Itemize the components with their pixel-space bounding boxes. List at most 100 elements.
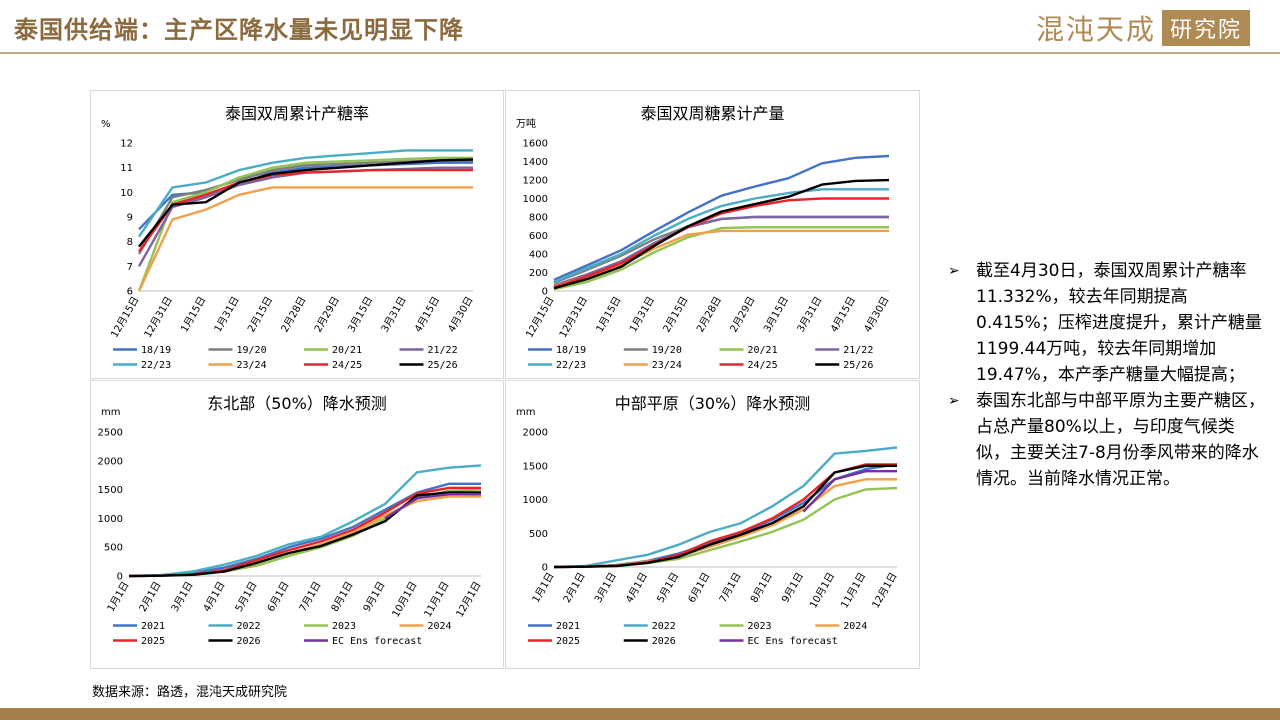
y-tick-label: 500 (104, 543, 123, 554)
series-line (553, 178, 890, 290)
y-tick-label: 9 (127, 213, 133, 224)
y-tick-label: 1600 (523, 139, 548, 150)
legend-label: 2026 (237, 636, 261, 647)
x-tick-label: 3月31日 (795, 295, 825, 335)
series-line (384, 492, 481, 520)
x-tick-label: 1月31日 (627, 295, 657, 335)
series-line (137, 186, 473, 292)
note-item: ➢ 截至4月30日，泰国双周累计产糖率11.332%，较去年同期提高0.415%… (948, 258, 1268, 388)
legend-label: 2021 (556, 621, 580, 632)
series-line (553, 197, 889, 289)
bullet-arrow-icon: ➢ (948, 263, 960, 279)
x-tick-label: 1月15日 (178, 295, 208, 335)
legend-label: 24/25 (332, 360, 362, 371)
legend-label: 2022 (652, 621, 676, 632)
x-tick-label: 3月1日 (592, 571, 619, 605)
series-line (137, 156, 473, 292)
legend-label: 25/26 (843, 360, 873, 371)
logo-text: 混沌天成 (1035, 13, 1156, 46)
x-tick-label: 5月1日 (655, 571, 682, 605)
x-tick-label: 1月1日 (105, 580, 132, 614)
x-tick-label: 1月31日 (212, 295, 242, 335)
legend-label: 20/21 (332, 345, 362, 356)
series-line (138, 168, 473, 253)
series-line (553, 225, 889, 291)
x-tick-label: 8月1日 (329, 580, 356, 614)
y-tick-label: 2000 (98, 456, 123, 467)
y-tick-label: 0 (542, 563, 548, 574)
legend-label: 23/24 (237, 360, 267, 371)
y-tick-label: 1000 (523, 495, 548, 506)
legend-label: 18/19 (141, 345, 171, 356)
chart-title: 中部平原（30%）降水预测 (615, 394, 811, 413)
legend-label: 22/23 (556, 360, 586, 371)
legend-label: 19/20 (652, 345, 682, 356)
legend-label: 2025 (556, 636, 580, 647)
x-tick-label: 2月1日 (561, 571, 588, 605)
x-tick-label: 12月15日 (108, 295, 141, 340)
x-tick-label: 3月15日 (345, 295, 375, 335)
series-line (553, 154, 890, 281)
x-tick-label: 2月15日 (661, 295, 691, 335)
x-tick-label: 1月1日 (530, 571, 557, 605)
x-tick-label: 2月29日 (728, 295, 758, 335)
note-text: 截至4月30日，泰国双周累计产糖率11.332%，较去年同期提高0.415%；压… (976, 261, 1262, 385)
y-tick-label: 2000 (523, 428, 548, 439)
x-tick-label: 10月1日 (390, 580, 420, 620)
y-unit: mm (101, 407, 120, 418)
y-tick-label: 11 (120, 163, 133, 174)
chart-svg: 泰国双周累计产糖率% 6 7 8 9 10 11 12 12月15日 12月31日 1月15日 1月3… (101, 104, 476, 371)
x-tick-label: 6月1日 (265, 580, 292, 614)
series-line (553, 215, 889, 287)
legend-label: 2022 (237, 621, 261, 632)
legend-label: 18/19 (556, 345, 586, 356)
legend-label: 20/21 (748, 345, 778, 356)
note-item: ➢ 泰国东北部与中部平原为主要产糖区，占总产量80%以上，与印度气候类似，主要关… (948, 388, 1268, 492)
y-tick-label: 1500 (98, 485, 123, 496)
x-tick-label: 9月1日 (361, 580, 388, 614)
bullet-arrow-icon: ➢ (948, 393, 960, 409)
y-unit: 万吨 (516, 117, 536, 130)
series-line (553, 478, 897, 569)
legend-label: 21/22 (843, 345, 873, 356)
logo: 混沌天成 研究院 (1036, 8, 1250, 48)
x-tick-label: 3月31日 (379, 295, 409, 335)
note-text: 泰国东北部与中部平原为主要产糖区，占总产量80%以上，与印度气候类似，主要关注7… (976, 391, 1265, 489)
y-tick-label: 0 (117, 572, 123, 583)
x-tick-label: 2月29日 (312, 295, 342, 335)
series-line (138, 149, 473, 238)
legend-label: EC Ens forecast (748, 636, 838, 647)
header-divider (0, 52, 1280, 54)
legend-label: 19/20 (237, 345, 267, 356)
chart-title: 泰国双周累计产糖率 (225, 104, 369, 123)
series-line (553, 463, 898, 569)
x-tick-label: 8月1日 (748, 571, 775, 605)
series-line (128, 486, 481, 578)
chart-svg: 东北部（50%）降水预测 mm 0 500 1000 1500 2000 2500 1月1日 2月… (98, 394, 484, 647)
chart-sugar-rate: 泰国双周累计产糖率% 6 7 8 9 10 11 12 12月15日 12月31日 1月15日 1月3… (90, 90, 504, 379)
y-tick-label: 6 (127, 287, 133, 298)
chart-sugar-output: 泰国双周糖累计产量 万吨 0 200 400 600 800 1000 1200 1400 1600… (505, 90, 920, 379)
legend-label: 2023 (332, 621, 356, 632)
y-tick-label: 200 (529, 268, 548, 279)
legend-label: 25/26 (428, 360, 458, 371)
y-tick-label: 1200 (523, 176, 548, 187)
legend-label: 21/22 (428, 345, 458, 356)
y-tick-label: 800 (529, 213, 548, 224)
legend-label: EC Ens forecast (332, 636, 422, 647)
y-tick-label: 500 (529, 529, 548, 540)
y-tick-label: 600 (529, 231, 548, 242)
x-tick-label: 9月1日 (779, 571, 806, 605)
y-tick-label: 1000 (523, 194, 548, 205)
series-line (137, 159, 473, 255)
x-tick-label: 3月15日 (761, 295, 791, 335)
x-tick-label: 2月1日 (137, 580, 164, 614)
legend-label: 2025 (141, 636, 165, 647)
x-tick-label: 11月1日 (838, 571, 868, 611)
x-tick-label: 12月1日 (870, 571, 900, 611)
x-tick-label: 2月15日 (245, 295, 275, 335)
chart-title: 泰国双周糖累计产量 (640, 104, 784, 123)
series-line (138, 158, 474, 248)
legend-label: 2024 (428, 621, 452, 632)
